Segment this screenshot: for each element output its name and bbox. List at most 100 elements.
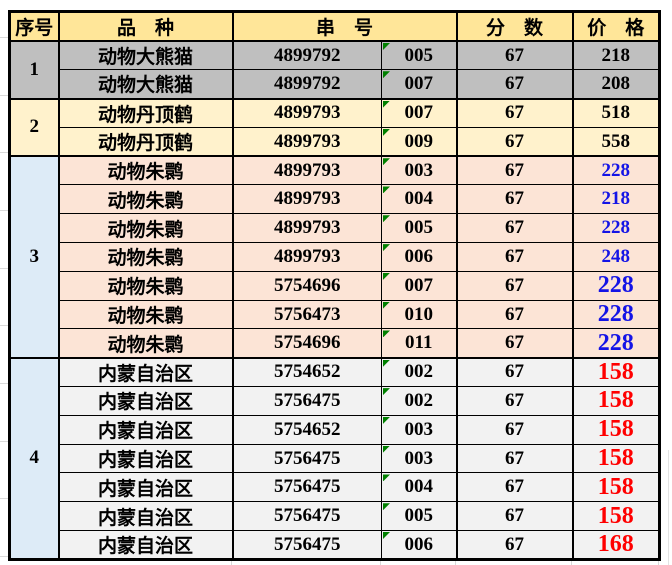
cell-price[interactable]: 208 xyxy=(571,69,661,100)
header-cell-score[interactable]: 分 数 xyxy=(455,11,574,42)
cell-variety[interactable]: 动物丹顶鹤 xyxy=(57,97,233,128)
cell-serial[interactable]: 4899793 xyxy=(231,242,382,272)
cell-score[interactable]: 67 xyxy=(455,443,574,474)
cell-variety[interactable]: 内蒙自治区 xyxy=(57,443,233,474)
cell-sub[interactable]: 005 xyxy=(380,213,458,244)
cell-score[interactable]: 67 xyxy=(455,299,574,330)
cell-serial[interactable]: 4899792 xyxy=(231,69,382,100)
cell-score[interactable]: 67 xyxy=(455,328,574,359)
cell-price[interactable]: 158 xyxy=(571,501,661,532)
cell-variety[interactable]: 动物大熊猫 xyxy=(57,69,233,100)
cell-price[interactable]: 228 xyxy=(571,270,661,301)
cell-serial[interactable]: 5756475 xyxy=(231,530,382,561)
cell-serial[interactable]: 5756475 xyxy=(231,501,382,532)
cell-variety[interactable]: 动物朱鹮 xyxy=(57,155,233,186)
cell-price[interactable]: 518 xyxy=(571,97,661,128)
cell-score[interactable]: 67 xyxy=(455,530,574,561)
cell-group-number[interactable]: 3 xyxy=(9,155,59,359)
cell-sub[interactable]: 006 xyxy=(380,242,458,272)
header-cell-serial[interactable]: 串 号 xyxy=(231,11,458,42)
cell-variety[interactable]: 动物朱鹮 xyxy=(57,213,233,244)
cell-serial[interactable]: 5756475 xyxy=(231,443,382,474)
cell-score[interactable]: 67 xyxy=(455,270,574,301)
cell-score[interactable]: 67 xyxy=(455,126,574,157)
cell-price[interactable]: 158 xyxy=(571,414,661,445)
cell-variety[interactable]: 内蒙自治区 xyxy=(57,501,233,532)
cell-sub[interactable]: 005 xyxy=(380,40,458,71)
cell-serial[interactable]: 5754696 xyxy=(231,270,382,301)
cell-serial[interactable]: 4899792 xyxy=(231,40,382,71)
cell-variety[interactable]: 动物朱鹮 xyxy=(57,242,233,272)
cell-variety[interactable]: 动物大熊猫 xyxy=(57,40,233,71)
cell-variety[interactable]: 内蒙自治区 xyxy=(57,414,233,445)
cell-price[interactable]: 228 xyxy=(571,299,661,330)
cell-score[interactable]: 67 xyxy=(455,155,574,186)
cell-sub[interactable]: 009 xyxy=(380,126,458,157)
cell-variety[interactable]: 动物朱鹮 xyxy=(57,184,233,215)
cell-score[interactable]: 67 xyxy=(455,501,574,532)
cell-group-number[interactable]: 4 xyxy=(9,356,59,561)
cell-serial[interactable]: 4899793 xyxy=(231,184,382,215)
cell-price[interactable]: 228 xyxy=(571,155,661,186)
cell-serial[interactable]: 5756473 xyxy=(231,299,382,330)
cell-price[interactable]: 218 xyxy=(571,40,661,71)
cell-serial[interactable]: 5754652 xyxy=(231,356,382,388)
cell-sub[interactable]: 007 xyxy=(380,97,458,128)
cell-variety[interactable]: 动物丹顶鹤 xyxy=(57,126,233,157)
header-cell-variety[interactable]: 品 种 xyxy=(57,11,233,42)
cell-score[interactable]: 67 xyxy=(455,184,574,215)
cell-sub[interactable]: 002 xyxy=(380,386,458,416)
cell-sub[interactable]: 010 xyxy=(380,299,458,330)
cell-price[interactable]: 158 xyxy=(571,356,661,388)
cell-serial[interactable]: 5756475 xyxy=(231,386,382,416)
cell-serial[interactable]: 5754696 xyxy=(231,328,382,359)
cell-sub[interactable]: 002 xyxy=(380,356,458,388)
cell-variety[interactable]: 内蒙自治区 xyxy=(57,472,233,503)
cell-price[interactable]: 248 xyxy=(571,242,661,272)
cell-sub[interactable]: 003 xyxy=(380,155,458,186)
cell-score[interactable]: 67 xyxy=(455,386,574,416)
cell-price[interactable]: 228 xyxy=(571,213,661,244)
cell-price[interactable]: 158 xyxy=(571,472,661,503)
cell-group-number[interactable]: 2 xyxy=(9,97,59,157)
cell-price[interactable]: 218 xyxy=(571,184,661,215)
cell-sub[interactable]: 003 xyxy=(380,414,458,445)
cell-serial[interactable]: 4899793 xyxy=(231,97,382,128)
cell-price[interactable]: 228 xyxy=(571,328,661,359)
header-cell-price[interactable]: 价 格 xyxy=(571,11,661,42)
cell-score[interactable]: 67 xyxy=(455,414,574,445)
cell-serial[interactable]: 4899793 xyxy=(231,213,382,244)
cell-score[interactable]: 67 xyxy=(455,472,574,503)
cell-price[interactable]: 168 xyxy=(571,530,661,561)
cell-variety[interactable]: 动物朱鹮 xyxy=(57,270,233,301)
cell-sub[interactable]: 006 xyxy=(380,530,458,561)
cell-score[interactable]: 67 xyxy=(455,242,574,272)
cell-score[interactable]: 67 xyxy=(455,97,574,128)
cell-sub[interactable]: 011 xyxy=(380,328,458,359)
cell-sub[interactable]: 003 xyxy=(380,443,458,474)
cell-variety[interactable]: 内蒙自治区 xyxy=(57,386,233,416)
header-cell-no[interactable]: 序号 xyxy=(9,11,59,42)
cell-score[interactable]: 67 xyxy=(455,356,574,388)
cell-sub[interactable]: 005 xyxy=(380,501,458,532)
cell-variety[interactable]: 内蒙自治区 xyxy=(57,530,233,561)
cell-price[interactable]: 158 xyxy=(571,443,661,474)
cell-variety[interactable]: 动物朱鹮 xyxy=(57,328,233,359)
cell-score[interactable]: 67 xyxy=(455,69,574,100)
cell-variety[interactable]: 内蒙自治区 xyxy=(57,356,233,388)
cell-group-number[interactable]: 1 xyxy=(9,40,59,100)
cell-sub[interactable]: 004 xyxy=(380,184,458,215)
cell-sub[interactable]: 007 xyxy=(380,270,458,301)
cell-score[interactable]: 67 xyxy=(455,213,574,244)
table-row: 内蒙自治区 5756475 006 67 168 xyxy=(10,530,661,561)
cell-sub[interactable]: 007 xyxy=(380,69,458,100)
cell-sub[interactable]: 004 xyxy=(380,472,458,503)
cell-serial[interactable]: 4899793 xyxy=(231,126,382,157)
cell-price[interactable]: 558 xyxy=(571,126,661,157)
cell-serial[interactable]: 5756475 xyxy=(231,472,382,503)
cell-score[interactable]: 67 xyxy=(455,40,574,71)
cell-variety[interactable]: 动物朱鹮 xyxy=(57,299,233,330)
cell-serial[interactable]: 4899793 xyxy=(231,155,382,186)
cell-serial[interactable]: 5754652 xyxy=(231,414,382,445)
cell-price[interactable]: 158 xyxy=(571,386,661,416)
